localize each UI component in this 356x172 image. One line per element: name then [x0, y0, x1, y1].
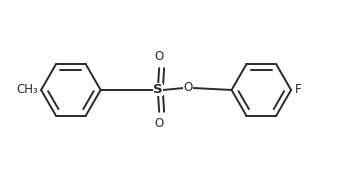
Text: F: F [295, 83, 302, 96]
Text: S: S [153, 83, 163, 96]
Text: CH₃: CH₃ [16, 83, 38, 96]
Text: O: O [183, 82, 193, 94]
Text: O: O [155, 50, 164, 63]
Text: O: O [155, 117, 164, 130]
